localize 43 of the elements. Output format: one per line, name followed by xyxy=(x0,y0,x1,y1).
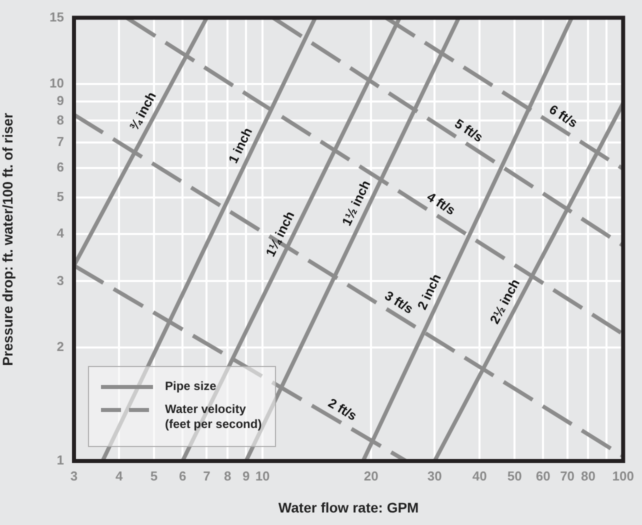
text: 2 ft/s xyxy=(326,395,360,424)
x-tick-label: 30 xyxy=(427,468,442,484)
x-tick-label: 9 xyxy=(242,468,250,484)
x-tick-label: 6 xyxy=(178,468,186,484)
x-tick-label: 50 xyxy=(507,468,522,484)
text: 5 ft/s xyxy=(452,116,486,145)
text: 4 ft/s xyxy=(424,189,458,218)
text: 3 ft/s xyxy=(382,288,416,317)
y-tick-label: 10 xyxy=(50,76,64,91)
annotation: Water velocity (feet per second) xyxy=(165,402,262,432)
y-tick-label: 15 xyxy=(50,9,64,24)
text: 1½ inch xyxy=(338,178,374,228)
y-tick-label: 5 xyxy=(56,189,64,204)
text: 2½ inch xyxy=(486,276,523,326)
x-tick-label: 4 xyxy=(115,468,124,484)
y-tick-label: 3 xyxy=(56,272,64,288)
x-tick-label: 7 xyxy=(203,468,210,484)
y-tick-label: 8 xyxy=(56,112,64,128)
legend-panel: Pipe size Water velocity (feet per second) xyxy=(88,366,276,447)
y-tick-label: 2 xyxy=(56,339,64,354)
text: ¾ inch xyxy=(126,89,160,133)
text: 6 ft/s xyxy=(546,102,580,131)
y-tick-label: 9 xyxy=(56,92,64,108)
x-tick-label: 20 xyxy=(364,468,378,484)
text: 2 inch xyxy=(414,271,444,312)
text: 1 inch xyxy=(225,125,256,166)
y-tick-label: 7 xyxy=(56,134,64,150)
x-tick-label: 70 xyxy=(560,468,575,484)
x-tick-label: 60 xyxy=(536,468,550,484)
x-tick-label: 10 xyxy=(255,468,270,484)
x-tick-label: 3 xyxy=(70,468,78,484)
x-tick-label: 5 xyxy=(150,468,158,484)
y-tick-label: 4 xyxy=(56,226,65,241)
x-axis-title: Water flow rate: GPM xyxy=(278,499,419,516)
x-tick-label: 100 xyxy=(612,468,634,484)
y-tick-label: 1 xyxy=(56,452,64,468)
x-tick-label: 8 xyxy=(224,468,232,484)
text: 1¼ inch xyxy=(262,208,298,259)
annotation: Pipe size xyxy=(165,379,216,394)
x-tick-label: 40 xyxy=(472,468,487,484)
x-tick-label: 80 xyxy=(580,468,596,484)
y-axis-title: Pressure drop: ft. water/100 ft. of riser xyxy=(0,112,16,366)
y-tick-label: 6 xyxy=(56,159,64,174)
